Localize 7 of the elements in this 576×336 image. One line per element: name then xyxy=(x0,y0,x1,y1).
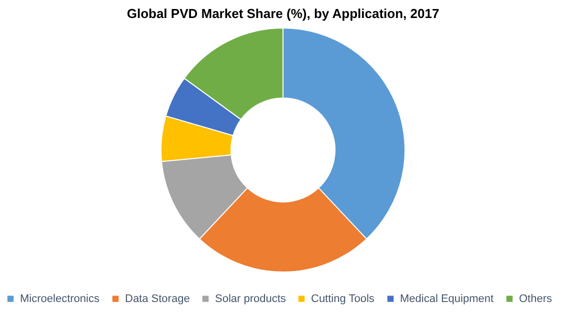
legend-label: Data Storage xyxy=(125,292,190,305)
legend-label: Microelectronics xyxy=(20,292,100,305)
legend-label: Solar products xyxy=(215,292,286,305)
chart-title: Global PVD Market Share (%), by Application, 2017 xyxy=(126,6,440,21)
legend-label: Cutting Tools xyxy=(311,292,375,305)
legend-label: Medical Equipment xyxy=(400,292,494,305)
legend-label: Others xyxy=(519,292,553,305)
